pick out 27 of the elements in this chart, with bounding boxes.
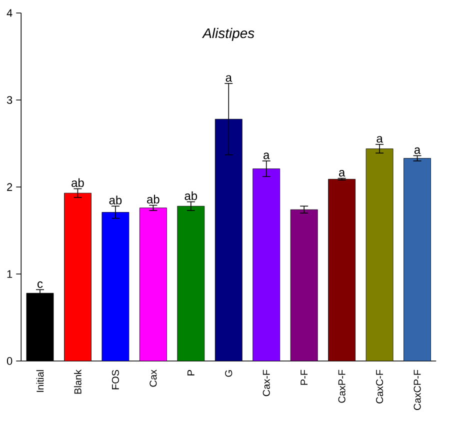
y-tick-label: 3 [6, 96, 12, 104]
x-tick-label: P [187, 370, 194, 376]
x-tick-label: Initial [36, 370, 44, 392]
x-tick-label: Blank [74, 370, 82, 394]
x-tick-label: CaxC-F [376, 370, 384, 404]
y-tick-label: 2 [7, 183, 12, 191]
data-label: ab [184, 191, 198, 200]
data-label: ab [147, 194, 160, 204]
data-label: a [264, 152, 270, 160]
data-label: ab [72, 178, 84, 188]
x-tick-label: P-F [300, 370, 308, 385]
text: Alistipes [202, 28, 254, 41]
data-label: a [339, 170, 346, 177]
data-label: a [226, 75, 232, 82]
y-tick-label: 1 [7, 270, 12, 278]
x-tick-label: CaxP-F [338, 370, 346, 403]
data-label: a [376, 136, 383, 143]
x-tick-label: Cax [150, 370, 157, 387]
y-tick-label: 4 [6, 9, 12, 17]
x-tick-label: G [225, 370, 232, 377]
data-label: ab [109, 196, 122, 204]
data-label: a [414, 147, 421, 154]
data-label: c [38, 281, 43, 288]
x-tick-label: CaxCP-F [414, 370, 421, 410]
y-tick-label: 0 [6, 357, 12, 365]
x-tick-label: FOS [112, 370, 119, 390]
x-tick-label: Cax-F [262, 370, 270, 396]
